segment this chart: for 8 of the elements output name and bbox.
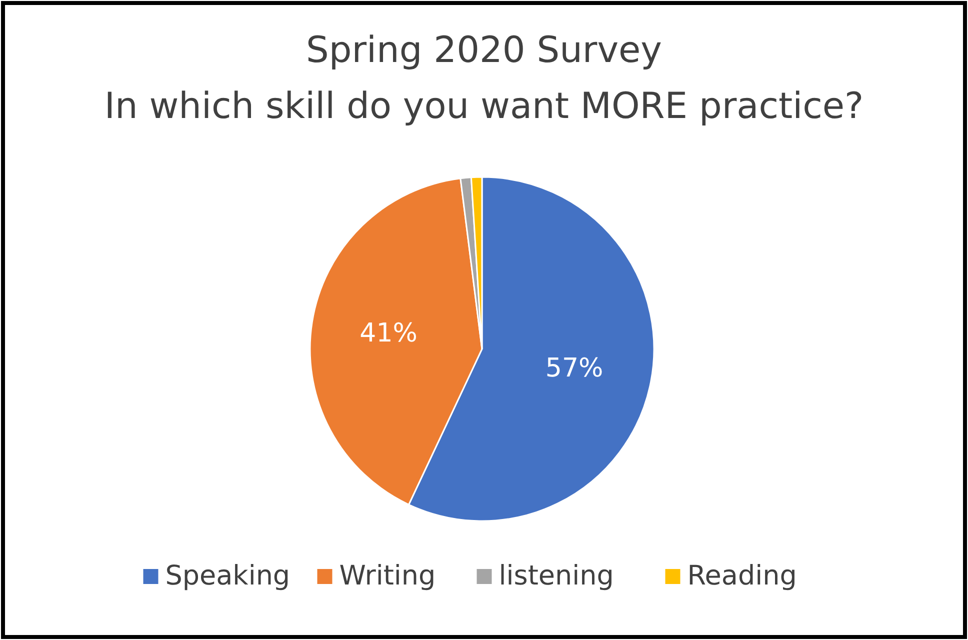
- chart-subtitle: In which skill do you want MORE practice?: [104, 86, 864, 127]
- legend-label: Reading: [687, 560, 797, 592]
- data-label: 41%: [360, 318, 418, 348]
- data-label: 57%: [545, 354, 604, 384]
- chart-title: Spring 2020 Survey: [306, 30, 662, 71]
- legend-label: listening: [498, 560, 614, 592]
- legend-label: Speaking: [165, 560, 290, 592]
- legend-label: Writing: [339, 560, 436, 592]
